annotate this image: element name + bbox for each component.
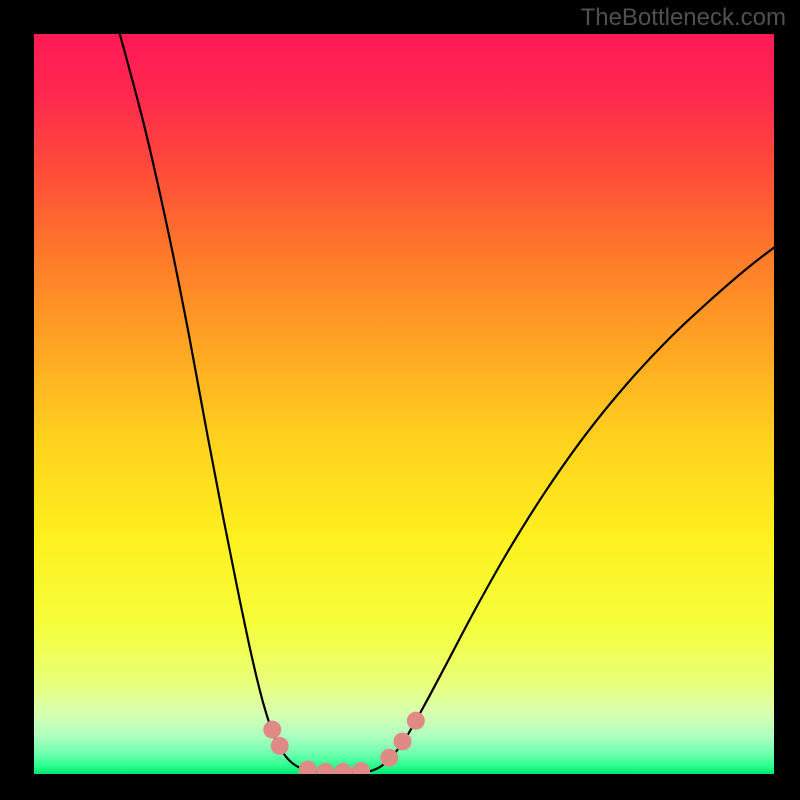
chart-stage: TheBottleneck.com <box>0 0 800 800</box>
marker-left <box>271 737 289 755</box>
marker-right <box>394 732 412 750</box>
marker-right <box>380 749 398 767</box>
bottleneck-chart <box>0 0 800 800</box>
gradient-background <box>34 34 774 774</box>
watermark-text: TheBottleneck.com <box>581 4 786 32</box>
marker-right <box>407 712 425 730</box>
marker-left <box>263 721 281 739</box>
